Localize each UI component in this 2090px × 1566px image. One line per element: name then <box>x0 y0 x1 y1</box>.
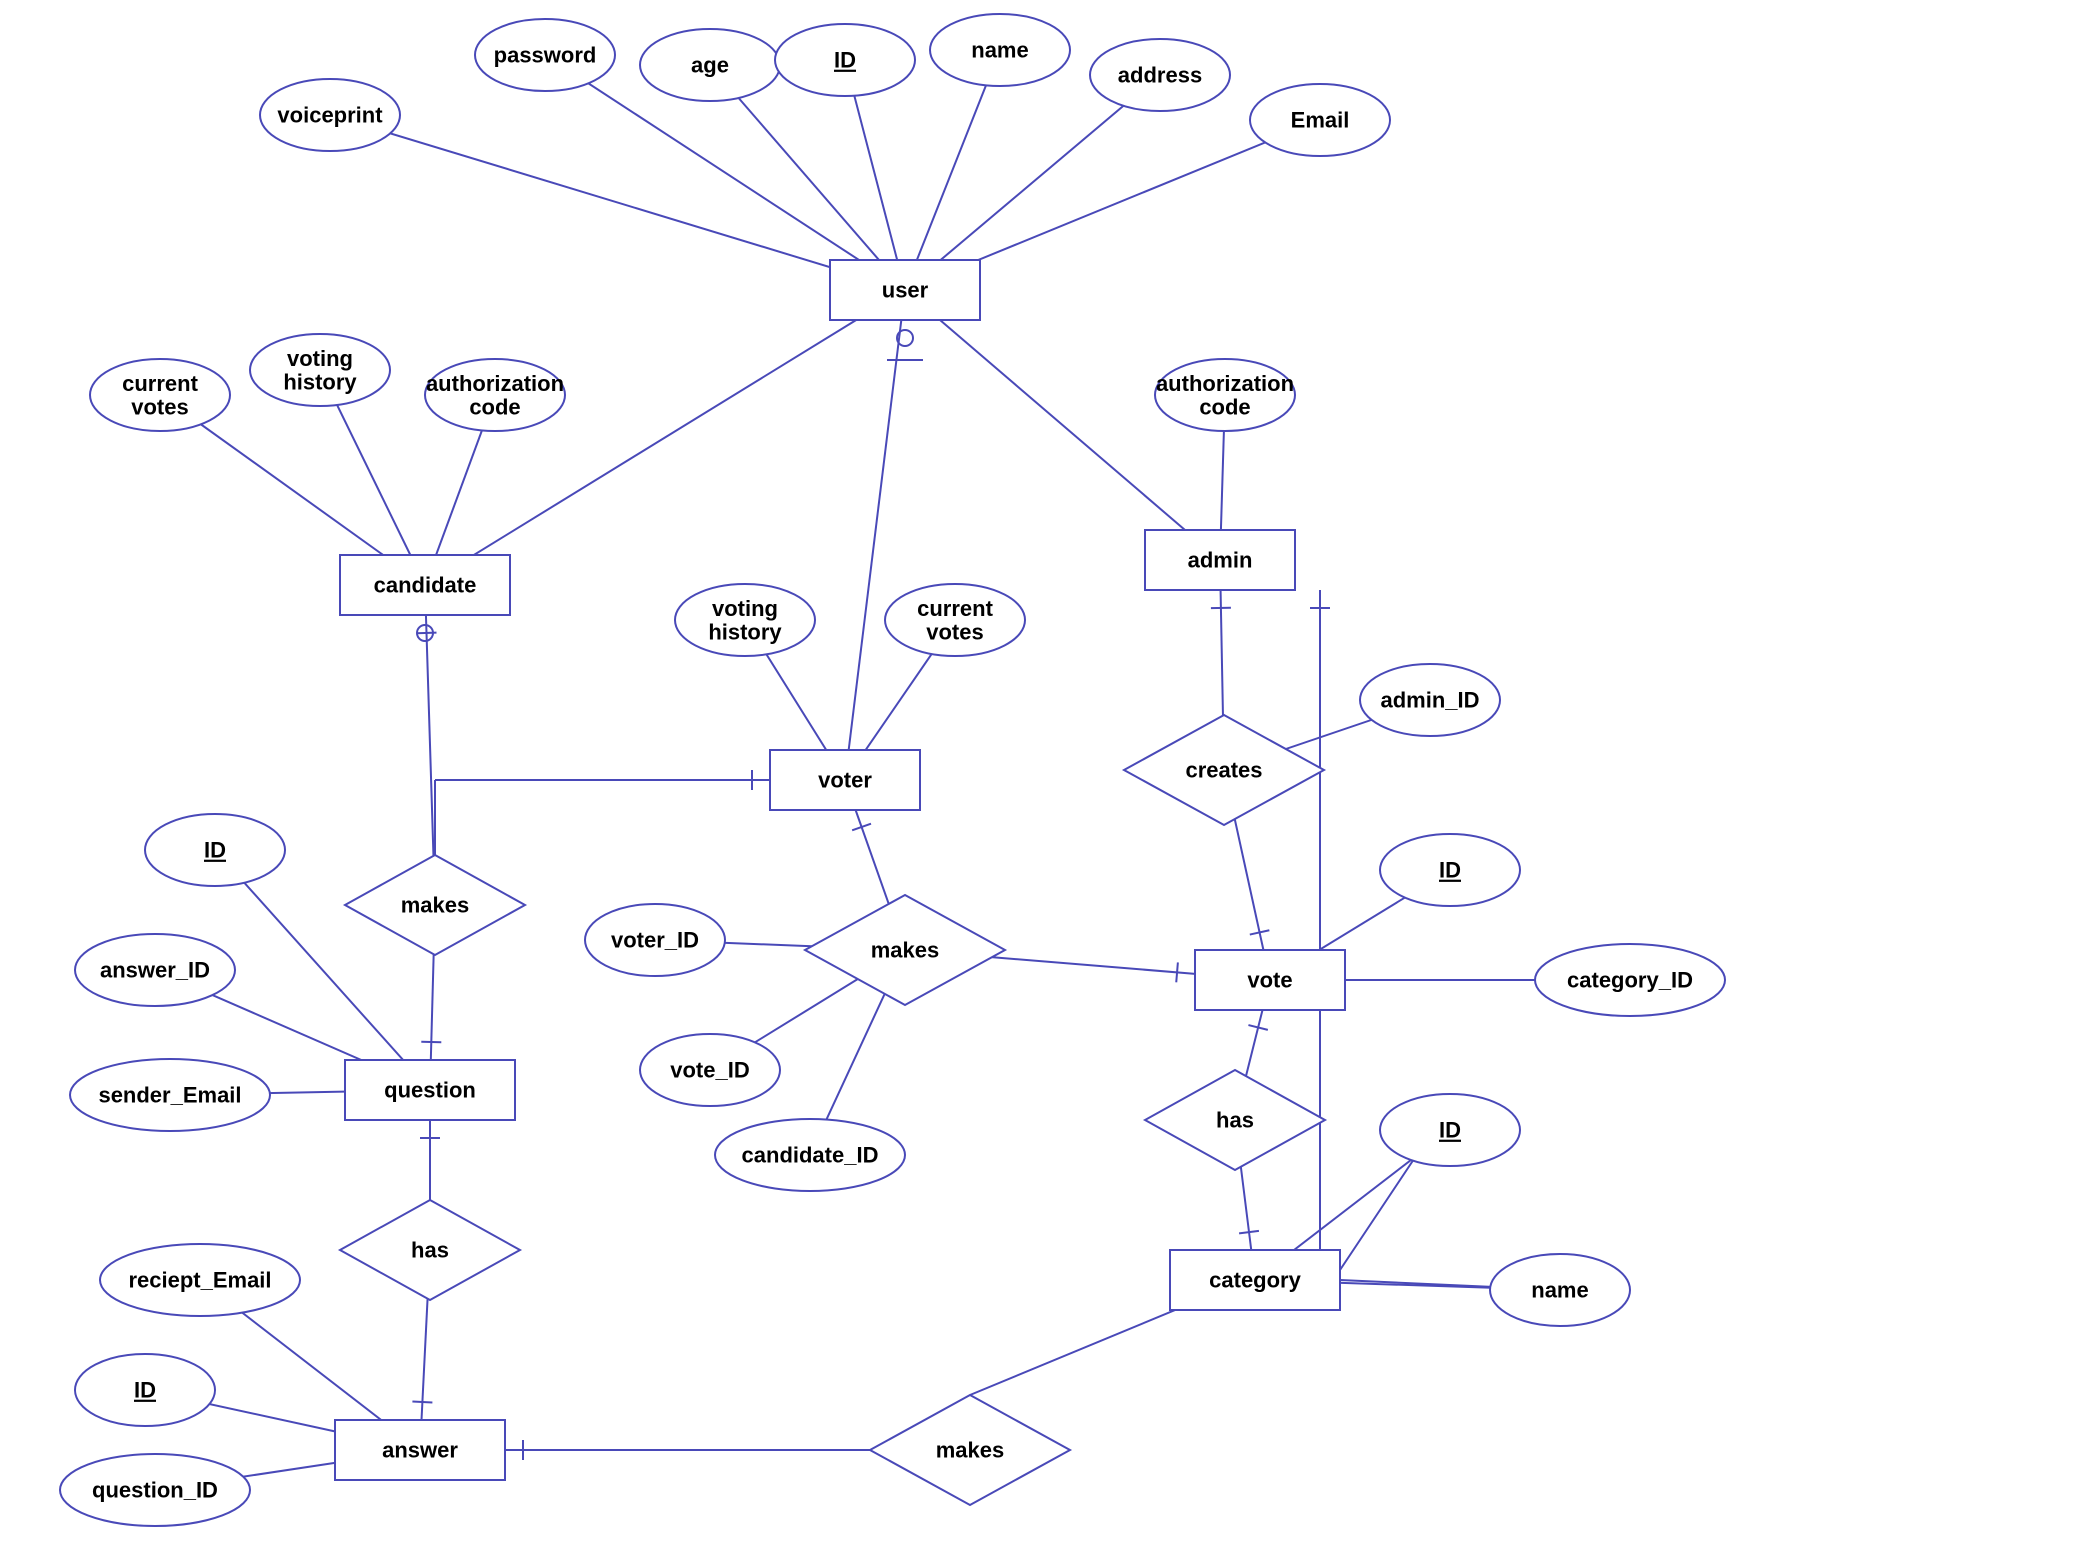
attribute-a_auth: authorizationcode <box>1155 359 1295 431</box>
attribute-u_age: age <box>640 29 780 101</box>
entity-admin: admin <box>1145 530 1295 590</box>
svg-text:votes: votes <box>926 619 983 644</box>
entity-candidate: candidate <box>340 555 510 615</box>
entity-question: question <box>345 1060 515 1120</box>
svg-text:current: current <box>917 596 993 621</box>
attribute-u_voiceprint: voiceprint <box>260 79 400 151</box>
entity-vote: vote <box>1195 950 1345 1010</box>
entity-voter: voter <box>770 750 920 810</box>
svg-text:ID: ID <box>134 1378 156 1403</box>
attribute-vt_catid: category_ID <box>1535 944 1725 1016</box>
svg-text:ID: ID <box>1439 858 1461 883</box>
entity-user: user <box>830 260 980 320</box>
entity-answer: answer <box>335 1420 505 1480</box>
attribute-vt_id: ID <box>1380 834 1520 906</box>
svg-text:admin_ID: admin_ID <box>1380 688 1479 713</box>
svg-text:admin: admin <box>1188 548 1253 573</box>
entity-category: category <box>1170 1250 1340 1310</box>
svg-text:history: history <box>708 619 782 644</box>
attribute-v_vhist: votinghistory <box>675 584 815 656</box>
svg-text:has: has <box>1216 1108 1254 1133</box>
svg-text:Email: Email <box>1291 108 1350 133</box>
svg-text:name: name <box>971 38 1028 63</box>
svg-text:reciept_Email: reciept_Email <box>128 1268 271 1293</box>
attribute-u_address: address <box>1090 39 1230 111</box>
svg-text:authorization: authorization <box>426 371 564 396</box>
attribute-mk_candid: candidate_ID <box>715 1119 905 1191</box>
svg-text:voter: voter <box>818 768 872 793</box>
svg-text:ID: ID <box>204 838 226 863</box>
attribute-u_password: password <box>475 19 615 91</box>
svg-text:current: current <box>122 371 198 396</box>
attribute-an_id: ID <box>75 1354 215 1426</box>
attribute-mk_voterid: voter_ID <box>585 904 725 976</box>
svg-text:makes: makes <box>871 938 940 963</box>
svg-text:password: password <box>494 43 597 68</box>
svg-text:voting: voting <box>712 596 778 621</box>
svg-text:makes: makes <box>936 1438 1005 1463</box>
attribute-mk_voteid: vote_ID <box>640 1034 780 1106</box>
svg-text:category_ID: category_ID <box>1567 968 1693 993</box>
attribute-q_ansid: answer_ID <box>75 934 235 1006</box>
svg-text:answer: answer <box>382 1438 458 1463</box>
attribute-cat_id: ID <box>1380 1094 1520 1166</box>
svg-text:vote: vote <box>1247 968 1292 993</box>
svg-text:question: question <box>384 1078 476 1103</box>
relationship-has_vc: has <box>1145 1070 1325 1170</box>
attribute-cat_name: name <box>1490 1254 1630 1326</box>
svg-text:ID: ID <box>834 48 856 73</box>
svg-text:authorization: authorization <box>1156 371 1294 396</box>
svg-text:address: address <box>1118 63 1202 88</box>
svg-text:voting: voting <box>287 346 353 371</box>
svg-text:answer_ID: answer_ID <box>100 958 210 983</box>
relationship-makes_vv: makes <box>805 895 1005 1005</box>
svg-text:voiceprint: voiceprint <box>277 103 383 128</box>
svg-text:candidate: candidate <box>374 573 477 598</box>
relationship-has_qa: has <box>340 1200 520 1300</box>
attribute-c_auth: authorizationcode <box>425 359 565 431</box>
svg-text:creates: creates <box>1185 758 1262 783</box>
attribute-u_email: Email <box>1250 84 1390 156</box>
attribute-c_currvotes: currentvotes <box>90 359 230 431</box>
attribute-c_vhist: votinghistory <box>250 334 390 406</box>
svg-text:code: code <box>1199 394 1250 419</box>
attribute-q_sender: sender_Email <box>70 1059 270 1131</box>
attribute-an_qid: question_ID <box>60 1454 250 1526</box>
attribute-cr_adminid: admin_ID <box>1360 664 1500 736</box>
relationship-makes_cq: makes <box>345 855 525 955</box>
svg-text:ID: ID <box>1439 1118 1461 1143</box>
svg-text:candidate_ID: candidate_ID <box>742 1143 879 1168</box>
svg-text:history: history <box>283 369 357 394</box>
svg-text:category: category <box>1209 1268 1301 1293</box>
svg-text:voter_ID: voter_ID <box>611 928 699 953</box>
relationship-makes_aa: makes <box>870 1395 1070 1505</box>
svg-text:sender_Email: sender_Email <box>98 1083 241 1108</box>
svg-text:name: name <box>1531 1278 1588 1303</box>
svg-text:question_ID: question_ID <box>92 1478 218 1503</box>
relationship-creates: creates <box>1124 715 1324 825</box>
svg-text:vote_ID: vote_ID <box>670 1058 749 1083</box>
attribute-v_currvotes: currentvotes <box>885 584 1025 656</box>
svg-text:has: has <box>411 1238 449 1263</box>
svg-text:user: user <box>882 278 929 303</box>
svg-text:code: code <box>469 394 520 419</box>
attribute-an_reciept: reciept_Email <box>100 1244 300 1316</box>
svg-text:votes: votes <box>131 394 188 419</box>
attribute-q_id: ID <box>145 814 285 886</box>
attribute-u_name: name <box>930 14 1070 86</box>
svg-text:age: age <box>691 53 729 78</box>
svg-text:makes: makes <box>401 893 470 918</box>
attribute-u_id: ID <box>775 24 915 96</box>
